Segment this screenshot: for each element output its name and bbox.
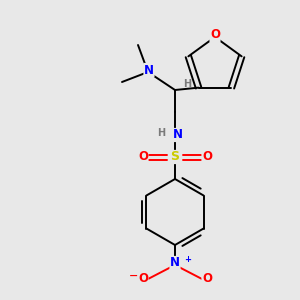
Text: H: H xyxy=(183,79,191,89)
Text: −: − xyxy=(129,271,139,281)
Text: +: + xyxy=(184,254,191,263)
Text: N: N xyxy=(173,128,183,142)
Text: O: O xyxy=(138,151,148,164)
Text: S: S xyxy=(170,151,179,164)
Text: O: O xyxy=(138,272,148,286)
Text: N: N xyxy=(170,256,180,269)
Text: O: O xyxy=(202,272,212,286)
Text: O: O xyxy=(202,151,212,164)
Text: H: H xyxy=(157,128,165,138)
Text: N: N xyxy=(144,64,154,76)
Text: O: O xyxy=(210,28,220,41)
